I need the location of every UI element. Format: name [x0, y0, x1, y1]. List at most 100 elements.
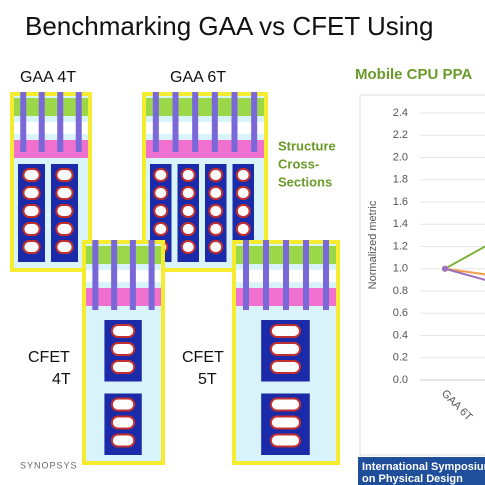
- y-tick-label: 2.0: [393, 151, 408, 163]
- metal: [146, 98, 264, 116]
- nanosheet: [269, 324, 302, 338]
- nanosheet: [208, 204, 224, 218]
- nanosheet: [22, 204, 41, 218]
- series-line: [444, 245, 485, 270]
- banner: [358, 457, 485, 485]
- gate: [92, 240, 99, 310]
- nanosheet: [22, 186, 41, 200]
- nanosheet: [22, 168, 41, 182]
- y-tick-label: 0.6: [393, 307, 408, 319]
- metal: [14, 140, 88, 158]
- y-tick-label: 1.6: [393, 196, 408, 208]
- gate: [20, 92, 27, 152]
- nanosheet: [208, 222, 224, 236]
- nanosheet: [153, 222, 169, 236]
- y-tick-label: 1.0: [393, 263, 408, 275]
- y-tick-label: 2.2: [393, 129, 408, 141]
- nanosheet: [180, 204, 196, 218]
- gate: [231, 92, 238, 152]
- nanosheet: [180, 222, 196, 236]
- nanosheet: [55, 186, 74, 200]
- gate: [211, 92, 218, 152]
- banner-text: International Symposium: [362, 461, 485, 473]
- gate: [283, 240, 289, 310]
- nanosheet: [110, 397, 136, 412]
- nanosheet: [22, 240, 41, 254]
- nanosheet: [55, 204, 74, 218]
- nanosheet: [269, 342, 302, 356]
- nanosheet: [55, 240, 74, 254]
- cell-label: 4T: [52, 371, 71, 388]
- gate: [148, 240, 155, 310]
- metal: [146, 140, 264, 158]
- nanosheet: [180, 168, 196, 182]
- metal: [14, 98, 88, 116]
- nanosheet: [269, 360, 302, 374]
- gate: [152, 92, 159, 152]
- gate: [263, 240, 269, 310]
- nanosheet: [153, 186, 169, 200]
- y-tick-label: 2.4: [393, 107, 408, 119]
- nanosheet: [235, 204, 251, 218]
- y-tick-label: 0.2: [393, 352, 408, 364]
- nanosheet: [235, 186, 251, 200]
- logo: SYNOPSYS: [20, 460, 78, 470]
- gate: [38, 92, 45, 152]
- series-line: [444, 267, 485, 281]
- nanosheet: [208, 186, 224, 200]
- metal: [86, 246, 161, 264]
- nanosheet: [180, 240, 196, 254]
- cell-label: CFET: [28, 349, 70, 366]
- metal: [86, 270, 161, 282]
- y-tick-label: 1.2: [393, 240, 408, 252]
- metal: [146, 122, 264, 134]
- nanosheet: [55, 168, 74, 182]
- y-tick-label: 1.4: [393, 218, 408, 230]
- nanosheet: [110, 360, 136, 374]
- nanosheet: [22, 222, 41, 236]
- cell-label: CFET: [182, 349, 224, 366]
- nanosheet: [208, 168, 224, 182]
- gate: [129, 240, 136, 310]
- y-tick-label: 0.0: [393, 374, 408, 386]
- metal: [86, 288, 161, 306]
- gate: [192, 92, 199, 152]
- nanosheet: [153, 168, 169, 182]
- gate: [111, 240, 118, 310]
- nanosheet: [269, 397, 302, 412]
- nanosheet: [269, 415, 302, 430]
- data-point: [442, 265, 448, 272]
- y-tick-label: 1.8: [393, 174, 408, 186]
- cell-label: GAA 4T: [20, 69, 76, 86]
- nanosheet: [110, 342, 136, 356]
- structure-label: Sections: [278, 174, 332, 189]
- banner-text: on Physical Design: [362, 473, 463, 485]
- nanosheet: [110, 415, 136, 430]
- y-tick-label: 0.4: [393, 329, 408, 341]
- gate: [303, 240, 309, 310]
- structure-label: Cross-: [278, 156, 319, 171]
- nanosheet: [269, 433, 302, 448]
- gate: [57, 92, 64, 152]
- cell-label: 5T: [198, 371, 217, 388]
- metal: [14, 122, 88, 134]
- nanosheet: [208, 240, 224, 254]
- nanosheet: [180, 186, 196, 200]
- cell-label: GAA 6T: [170, 69, 226, 86]
- slide-title: Benchmarking GAA vs CFET Using: [25, 11, 433, 41]
- nanosheet: [235, 168, 251, 182]
- y-tick-label: 0.8: [393, 285, 408, 297]
- nanosheet: [55, 222, 74, 236]
- series-line: [444, 267, 485, 276]
- nanosheet: [153, 204, 169, 218]
- structure-label: Structure: [278, 138, 336, 153]
- chart-title: Mobile CPU PPA: [355, 66, 472, 83]
- nanosheet: [110, 433, 136, 448]
- gate: [75, 92, 82, 152]
- gate: [172, 92, 179, 152]
- nanosheet: [235, 222, 251, 236]
- gate: [243, 240, 249, 310]
- gate: [323, 240, 329, 310]
